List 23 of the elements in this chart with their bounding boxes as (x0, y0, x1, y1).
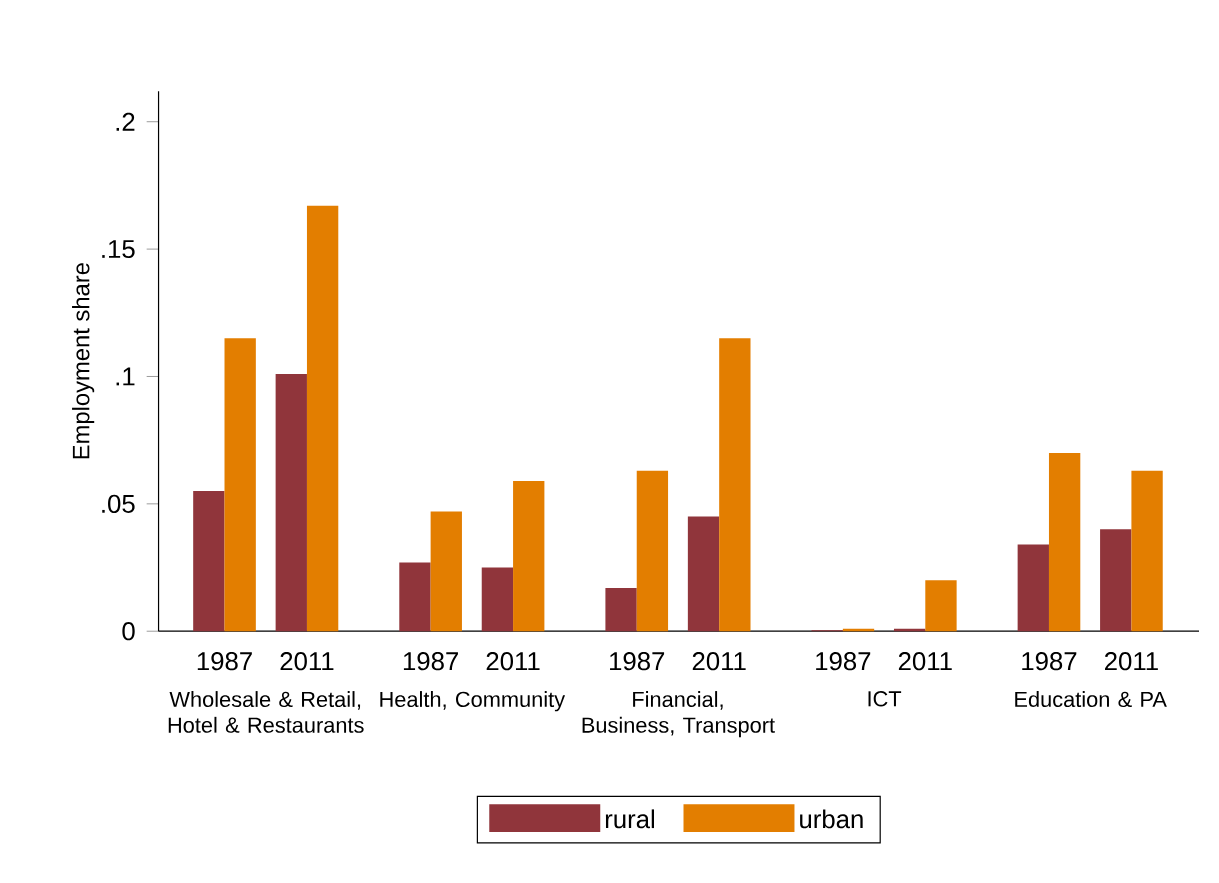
text: Wholesale & Retail, Hotel & Restaurants (168, 691, 364, 733)
y-tick-label: 0 (122, 622, 135, 641)
y-axis-title: Employment share (72, 263, 95, 459)
y-tick-label: .2 (116, 112, 135, 131)
x-tick-label: 1987 (816, 652, 871, 671)
x-tick-label: 2011 (280, 652, 334, 671)
legend-label: rural (605, 809, 655, 829)
text: Financial, Business, Transport (582, 691, 775, 738)
y-tick-label: .05 (102, 494, 135, 514)
x-tick-label: 1987 (610, 652, 665, 671)
legend-label: urban (800, 809, 863, 829)
y-tick-label: .1 (116, 367, 135, 386)
x-tick-label: 1987 (197, 652, 252, 671)
text: Education & PA (1015, 691, 1167, 708)
x-tick-label: 2011 (1105, 652, 1158, 671)
x-tick-label: 1987 (403, 652, 458, 671)
x-tick-label: 1987 (1022, 652, 1077, 671)
y-tick-label: .15 (102, 240, 135, 259)
x-tick-label: 2011 (486, 652, 540, 671)
text: ICT (868, 691, 902, 707)
x-tick-label: 2011 (692, 652, 746, 671)
x-tick-label: 2011 (898, 652, 952, 671)
text: Health, Community (380, 691, 566, 712)
